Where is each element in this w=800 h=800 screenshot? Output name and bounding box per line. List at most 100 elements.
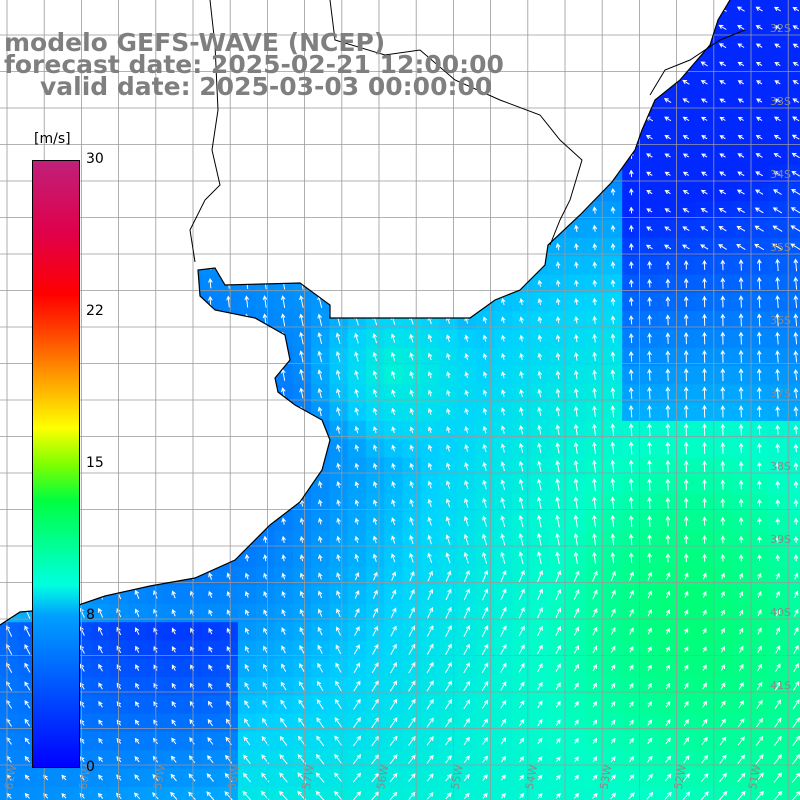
wind-arrow: [208, 609, 213, 617]
wind-arrow: [98, 774, 103, 781]
wind-arrow: [500, 533, 506, 546]
wind-arrow: [318, 480, 323, 489]
wind-arrow: [426, 625, 434, 637]
wind-arrow: [372, 332, 378, 344]
wind-arrow: [245, 591, 250, 598]
wind-arrow: [500, 407, 506, 416]
wind-arrow: [665, 590, 671, 599]
speed-cell: [786, 622, 800, 642]
wind-arrow: [263, 591, 268, 598]
wind-arrow: [463, 755, 470, 764]
wind-arrow: [646, 171, 653, 176]
wind-arrow: [555, 352, 561, 361]
speed-cell: [585, 786, 605, 800]
wind-arrow: [665, 571, 671, 581]
wind-arrow: [426, 736, 434, 746]
speed-cell: [530, 786, 550, 800]
wind-arrow: [244, 645, 250, 653]
wind-arrow: [299, 626, 305, 636]
wind-arrow: [243, 718, 251, 727]
wind-arrow: [372, 499, 378, 507]
latitude-label: 34S: [770, 168, 791, 181]
wind-arrow: [481, 643, 489, 655]
wind-arrow: [665, 478, 671, 491]
wind-arrow: [281, 535, 286, 543]
wind-arrow: [188, 755, 196, 764]
wind-arrow: [573, 645, 579, 654]
wind-arrow: [98, 626, 103, 636]
wind-arrow: [628, 404, 634, 418]
wind-arrow: [354, 626, 360, 636]
speed-cell: [109, 786, 129, 800]
wind-arrow: [482, 533, 488, 546]
wind-arrow: [391, 481, 396, 489]
wind-arrow: [574, 682, 579, 690]
wind-arrow: [555, 478, 560, 491]
wind-arrow: [171, 664, 177, 671]
wind-arrow: [555, 682, 561, 690]
wind-arrow: [208, 277, 213, 289]
wind-arrow: [263, 609, 268, 617]
wind-arrow: [628, 533, 634, 546]
wind-arrow: [592, 719, 598, 726]
wind-arrow: [482, 371, 488, 379]
wind-arrow: [189, 737, 195, 745]
wind-arrow: [445, 606, 452, 619]
wind-arrow: [573, 405, 579, 417]
speed-cell: [786, 457, 800, 477]
wind-arrow: [24, 718, 31, 727]
wind-arrow: [171, 590, 176, 599]
wind-arrow: [263, 663, 268, 672]
wind-arrow: [665, 627, 670, 635]
wind-arrow: [317, 680, 324, 691]
wind-arrow: [353, 698, 361, 710]
wind-arrow: [335, 332, 341, 344]
wind-arrow: [464, 352, 469, 360]
wind-arrow: [500, 461, 506, 472]
wind-arrow: [537, 793, 543, 799]
wind-arrow: [664, 135, 671, 140]
wind-arrow: [573, 589, 580, 600]
wind-arrow: [242, 772, 251, 783]
wind-arrow: [279, 754, 288, 765]
wind-arrow: [335, 626, 341, 636]
wind-arrow: [647, 737, 653, 745]
speed-cell: [603, 786, 623, 800]
speed-cell: [475, 786, 495, 800]
wind-arrow: [574, 261, 579, 269]
wind-arrow: [592, 626, 598, 636]
wind-arrow: [298, 717, 306, 728]
wind-arrow: [263, 627, 268, 635]
wind-arrow: [207, 718, 214, 727]
speed-cell: [18, 786, 38, 800]
wind-arrow: [646, 208, 653, 213]
wind-arrow: [280, 699, 287, 709]
wind-arrow: [446, 444, 451, 452]
wind-arrow: [629, 571, 634, 581]
wind-arrow: [592, 351, 597, 362]
wind-arrow: [628, 515, 634, 528]
wind-arrow: [134, 719, 140, 726]
wind-arrow: [352, 753, 362, 765]
wind-arrow: [574, 774, 580, 781]
wind-arrow: [629, 645, 634, 653]
wind-arrow: [409, 426, 415, 434]
colorbar-tick-22: 22: [86, 303, 104, 319]
wind-arrow: [444, 717, 452, 728]
wind-arrow: [647, 459, 652, 473]
wind-arrow: [79, 644, 85, 654]
wind-arrow: [647, 332, 652, 344]
wind-arrow: [664, 116, 672, 122]
wind-arrow: [98, 682, 103, 690]
wind-arrow: [592, 333, 598, 343]
wind-arrow: [372, 370, 378, 380]
wind-arrow: [263, 645, 268, 654]
wind-arrow: [464, 497, 469, 508]
wind-arrow: [299, 644, 305, 654]
wind-arrow: [336, 554, 341, 562]
wind-arrow: [628, 315, 634, 325]
wind-arrow: [372, 517, 378, 525]
wind-arrow: [500, 479, 506, 490]
wind-arrow: [463, 551, 469, 564]
wind-arrow: [664, 208, 671, 213]
